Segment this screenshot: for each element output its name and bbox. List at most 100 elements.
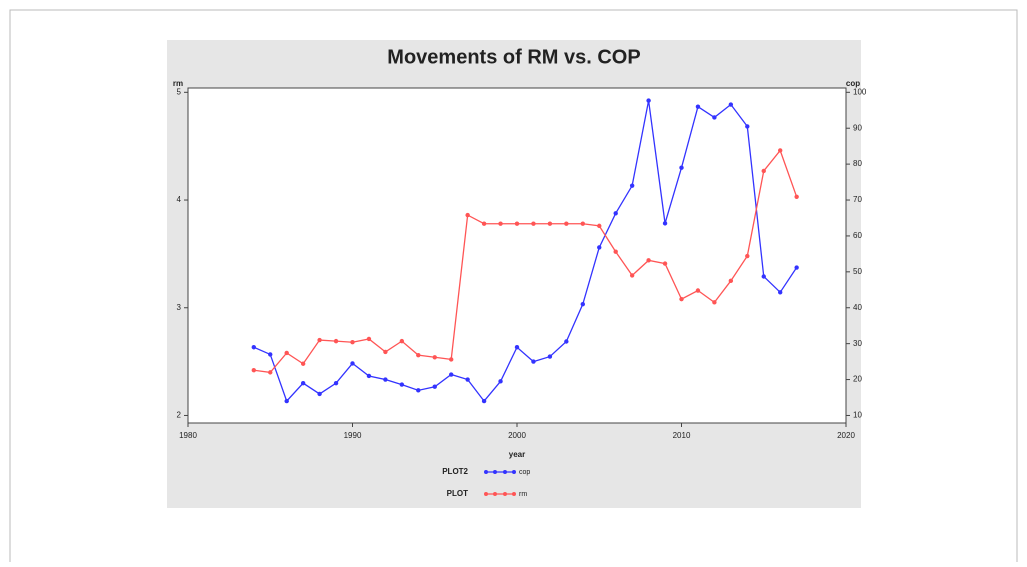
data-point — [366, 373, 372, 379]
data-point — [498, 379, 503, 384]
y2-tick-label: 10 — [853, 411, 862, 420]
data-point — [613, 249, 618, 254]
y2-tick-label: 90 — [853, 123, 862, 132]
data-point — [547, 354, 553, 359]
data-point — [679, 165, 684, 170]
x-tick-label: 2020 — [837, 431, 855, 440]
data-point — [695, 288, 701, 293]
data-point — [514, 221, 520, 226]
data-point — [449, 372, 454, 377]
data-point — [350, 340, 355, 345]
y-tick-label: 5 — [177, 87, 182, 96]
data-point — [778, 290, 783, 295]
legend-title: PLOT — [447, 489, 468, 498]
data-point — [745, 124, 750, 129]
data-point — [399, 338, 405, 344]
data-point — [712, 300, 717, 305]
x-tick-label: 1990 — [344, 431, 362, 440]
data-point — [333, 338, 339, 344]
data-point — [284, 398, 289, 404]
y-tick-label: 4 — [177, 195, 182, 204]
y-tick-label: 3 — [177, 303, 182, 312]
data-point — [350, 361, 355, 366]
data-point — [481, 398, 487, 404]
data-point — [416, 388, 421, 393]
x-tick-label: 1980 — [179, 431, 197, 440]
legend-marker — [484, 492, 488, 496]
data-point — [662, 261, 668, 266]
data-point — [383, 349, 388, 355]
data-point — [629, 183, 635, 188]
data-point — [745, 253, 750, 259]
y2-tick-label: 20 — [853, 375, 862, 384]
data-point — [300, 380, 306, 386]
x-tick-label: 2010 — [673, 431, 691, 440]
data-point — [761, 274, 766, 279]
data-point — [564, 221, 569, 226]
y2-tick-label: 50 — [853, 267, 862, 276]
data-point — [465, 212, 470, 218]
data-point — [300, 361, 306, 366]
data-point — [449, 357, 454, 362]
data-point — [794, 194, 799, 199]
data-point — [695, 104, 701, 109]
y2-tick-label: 40 — [853, 303, 862, 312]
data-point — [465, 377, 470, 382]
plot-area — [187, 87, 847, 424]
data-point — [712, 115, 717, 120]
data-point — [514, 345, 520, 350]
legend-marker — [512, 492, 516, 496]
data-point — [778, 148, 783, 153]
x-tick-label: 2000 — [508, 431, 526, 440]
data-point — [613, 211, 618, 216]
y2-tick-label: 70 — [853, 195, 862, 204]
data-point — [728, 102, 734, 107]
y-tick-label: 2 — [177, 411, 182, 420]
data-point — [399, 382, 405, 387]
legend-marker — [503, 492, 507, 496]
data-point — [251, 368, 256, 373]
data-point — [268, 352, 273, 357]
legend-label: cop — [519, 469, 530, 476]
data-point — [531, 359, 536, 364]
series-line — [253, 149, 798, 374]
data-point — [662, 221, 668, 226]
data-point — [333, 380, 339, 386]
data-point — [366, 336, 372, 342]
data-point — [251, 345, 256, 350]
data-point — [646, 98, 651, 103]
data-point — [597, 245, 602, 250]
data-point — [383, 377, 388, 382]
y2-tick-label: 30 — [853, 339, 862, 348]
data-point — [794, 265, 799, 270]
frame — [9, 9, 1018, 562]
legend-marker — [493, 470, 497, 474]
data-point — [498, 221, 503, 226]
legend-marker — [503, 470, 507, 474]
data-point — [629, 273, 635, 278]
y2-axis-label: cop — [846, 79, 860, 88]
data-point — [564, 339, 569, 344]
data-point — [580, 301, 585, 307]
data-point — [481, 221, 487, 226]
legend-label: rm — [519, 491, 527, 498]
data-point — [284, 350, 289, 356]
chart-title: Movements of RM vs. COP — [387, 46, 640, 68]
legend-title: PLOT2 — [442, 467, 468, 476]
data-point — [646, 258, 651, 263]
y-axis-label: rm — [173, 79, 183, 88]
legend-marker — [512, 470, 516, 474]
data-point — [416, 352, 421, 358]
data-point — [531, 221, 536, 226]
legend-marker — [493, 492, 497, 496]
data-point — [268, 370, 273, 375]
y2-tick-label: 80 — [853, 159, 862, 168]
y2-tick-label: 60 — [853, 231, 862, 240]
data-point — [317, 391, 322, 397]
legend-marker — [484, 470, 488, 474]
data-point — [317, 337, 322, 343]
data-point — [432, 355, 437, 360]
y2-tick-label: 100 — [853, 87, 867, 96]
x-axis-label: year — [509, 450, 525, 459]
